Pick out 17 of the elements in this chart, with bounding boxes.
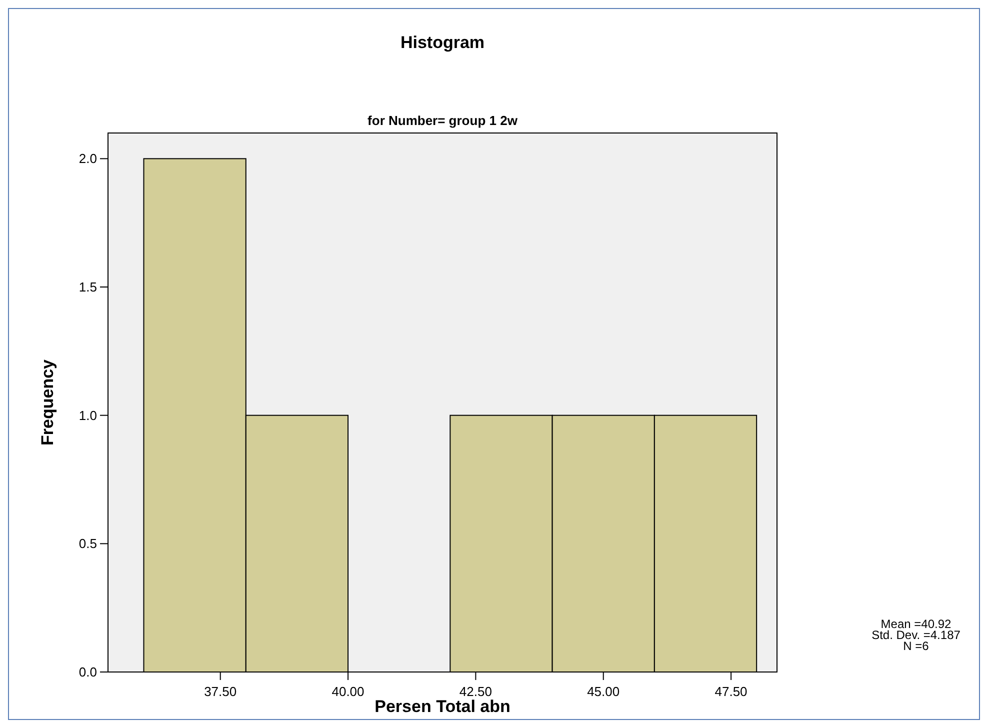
x-tick-label: 45.00 [587,684,620,699]
x-tick-label: 37.50 [204,684,237,699]
text: Std. Dev. =4.187 [872,628,961,642]
y-tick-label: 2.0 [78,151,97,166]
chart-subtitle: for Number= group 1 2w [368,113,518,128]
text: Mean =40.92 [880,617,952,631]
y-tick-label: 0.5 [78,536,97,552]
y-tick-label: 0.0 [78,664,97,680]
x-axis-title: Persen Total abn [374,697,510,716]
text: N =6 [903,639,930,653]
x-tick-label: 47.50 [714,684,748,699]
x-tick-label: 40.00 [332,684,364,699]
y-tick-label: 1.5 [78,280,97,295]
x-tick-label: 42.50 [459,684,492,699]
chart-title: Histogram [400,33,485,52]
y-axis-title: Frequency [38,358,57,446]
y-tick-label: 1.0 [78,408,97,423]
